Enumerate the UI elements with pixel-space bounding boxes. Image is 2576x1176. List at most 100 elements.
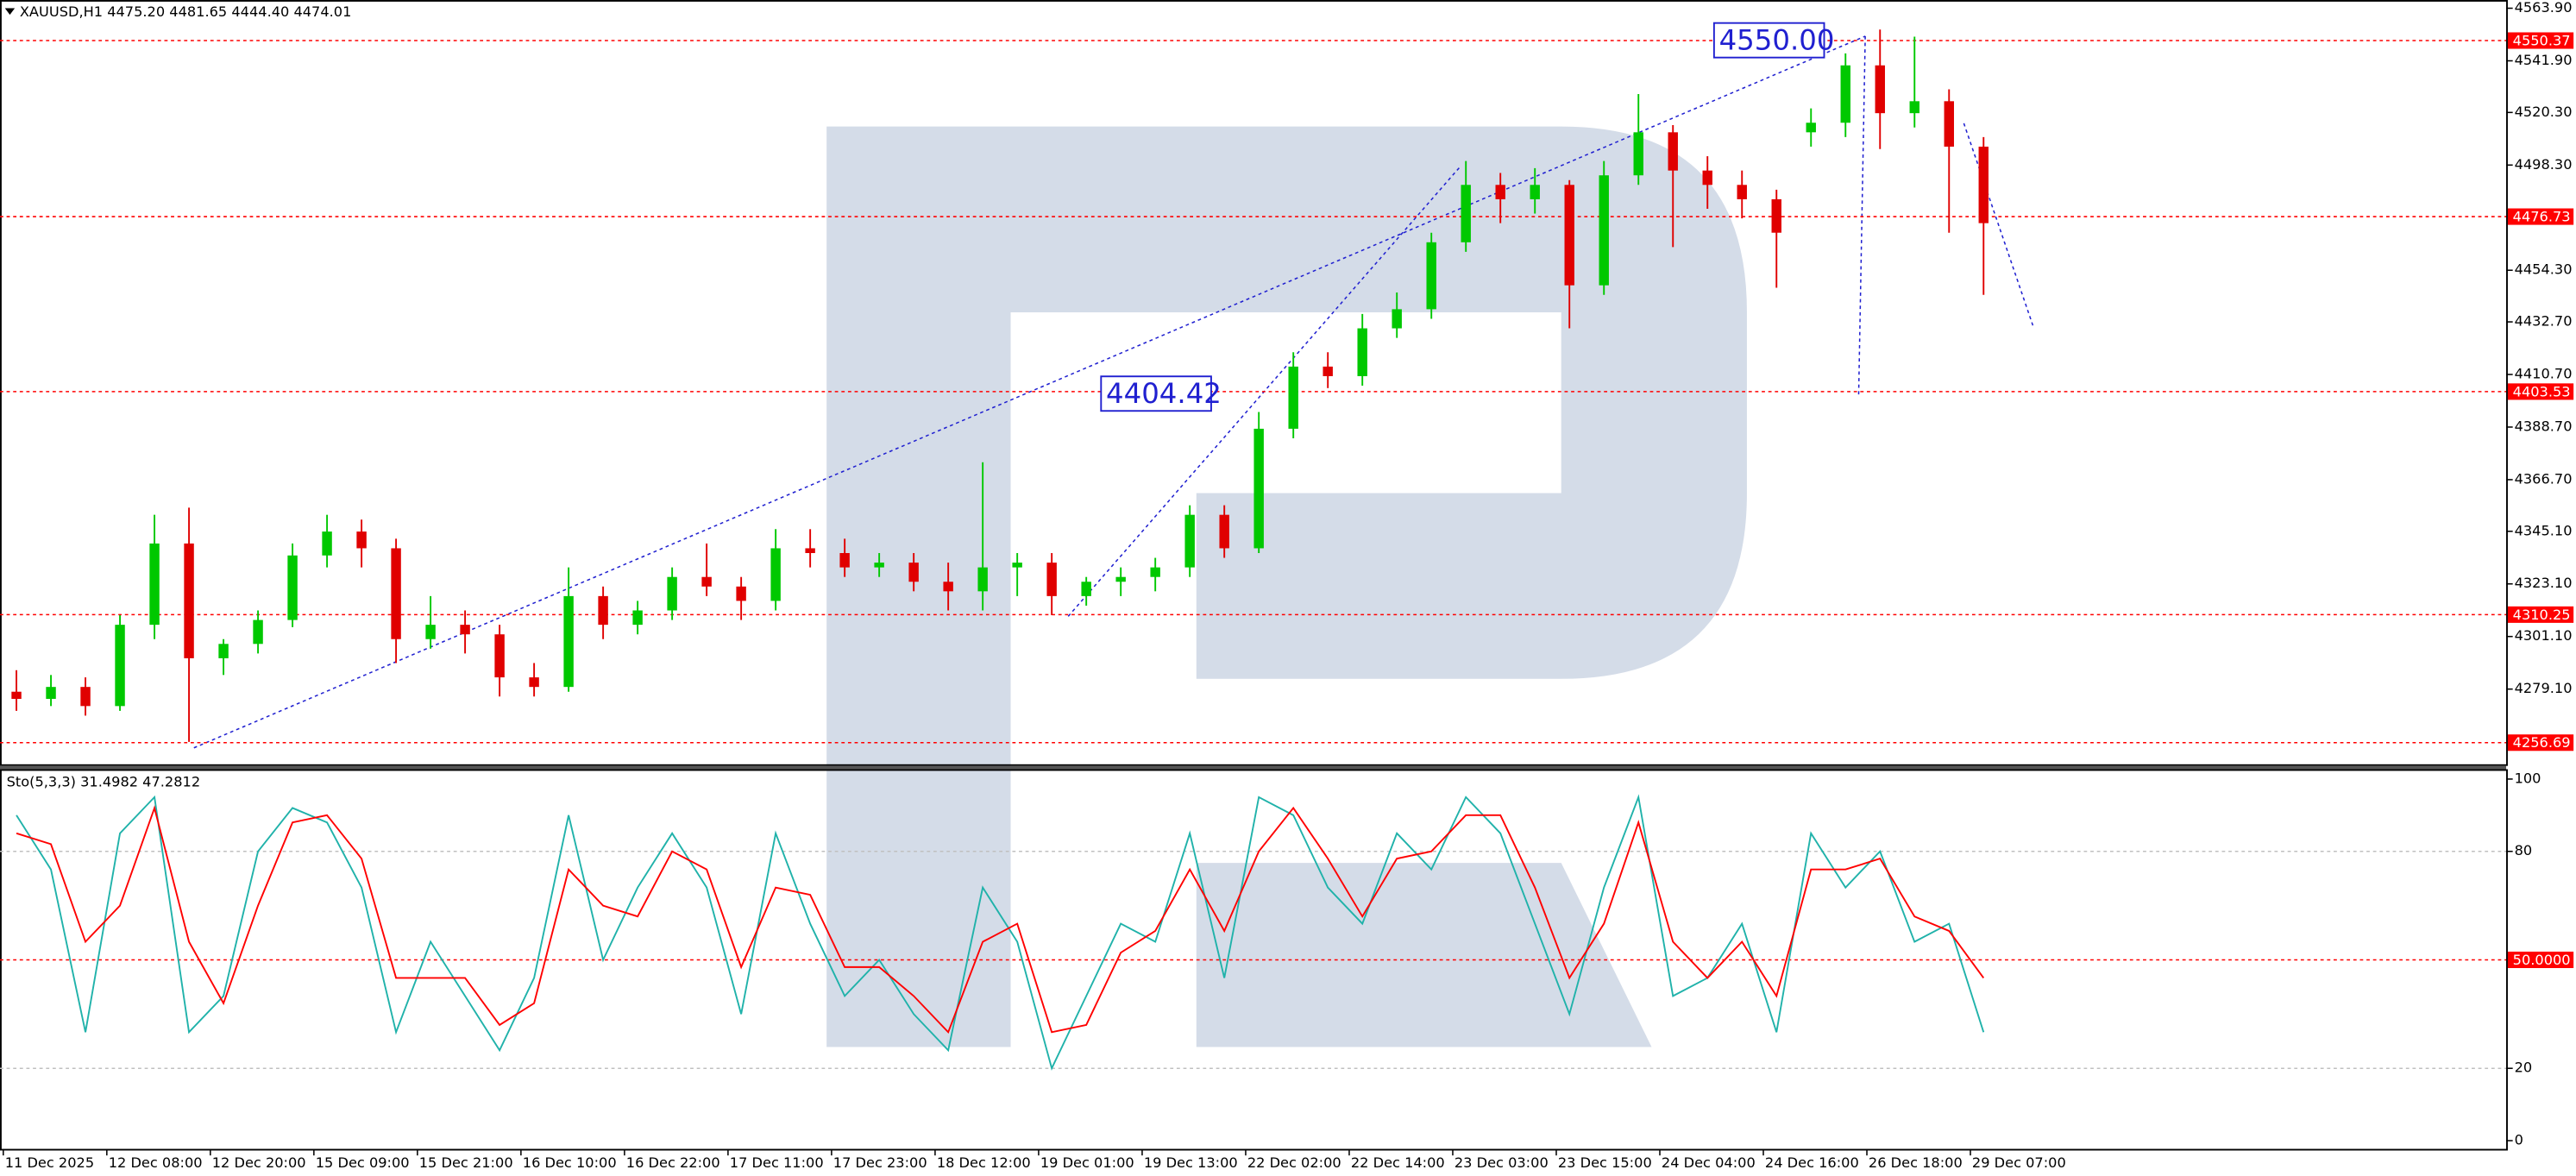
x-tick-label: 17 Dec 11:00 [730,1154,824,1171]
candle-body [1702,170,1712,186]
y-tick-label: 4498.30 [2515,156,2573,173]
candle-body [1184,514,1195,568]
y-tick-label: 4301.10 [2515,627,2573,644]
candle-body [1323,366,1333,376]
x-tick-label: 12 Dec 20:00 [212,1154,306,1171]
candle-body [46,687,56,700]
x-tick-label: 17 Dec 23:00 [833,1154,927,1171]
candle-body [460,625,470,635]
candle-body [1806,123,1816,133]
candle-body [1840,65,1850,123]
level-label-bg [2507,32,2574,49]
candle-body [1564,185,1574,286]
x-tick-label: 26 Dec 18:00 [1869,1154,1963,1171]
level-label: 4256.69 [2513,734,2571,751]
candle-body [1530,185,1540,199]
candle-body [529,677,539,688]
level-label: 4403.53 [2513,383,2571,399]
candle-body [356,531,367,549]
indicator-header: Sto(5,3,3) 31.4982 47.2812 [7,773,201,789]
candle-body [1253,428,1264,549]
level-label: 4476.73 [2513,209,2571,225]
y-tick-label: 20 [2515,1060,2533,1076]
candle-body [1633,132,1643,176]
y-tick-label: 4388.70 [2515,418,2573,434]
x-tick-label: 16 Dec 22:00 [626,1154,720,1171]
candle-body [1357,328,1367,376]
symbol-menu[interactable] [4,8,16,16]
candle-body [149,543,160,626]
trend-line [1857,35,1866,395]
candle-body [218,644,229,658]
candle-body [805,548,815,554]
candle-body [1909,101,1919,114]
y-tick-label: 4563.90 [2515,0,2573,16]
level-label: 4550.37 [2513,32,2571,48]
x-tick-label: 24 Dec 04:00 [1662,1154,1756,1171]
candle-body [943,582,953,592]
annotation-box [1712,22,1825,59]
y-tick-label: 4410.70 [2515,366,2573,382]
candle-body [1012,563,1022,568]
candle-body [1599,175,1609,286]
candle-body [1219,514,1229,549]
x-tick-label: 18 Dec 12:00 [937,1154,1031,1171]
level-label: 4310.25 [2513,607,2571,623]
candle-body [977,567,988,592]
level-label-bg [2507,734,2574,752]
candle-body [11,691,22,700]
candle-body [80,687,91,707]
candle-body [1046,563,1057,596]
trend-line [1963,123,2034,326]
y-tick-label: 4520.30 [2515,104,2573,120]
annotation: 4404.42 [1106,377,1222,410]
level-label-bg [2507,606,2574,623]
y-tick-label: 4454.30 [2515,261,2573,278]
candle-body [1150,567,1160,577]
x-tick-label: 19 Dec 13:00 [1144,1154,1238,1171]
x-tick-label: 15 Dec 09:00 [316,1154,410,1171]
level-label-bg [2507,383,2574,400]
level-label: 50.0000 [2513,952,2571,968]
candle-body [391,548,401,639]
candle-body [736,586,746,601]
candle-body [115,625,125,707]
candle-body [1392,309,1402,329]
y-tick-label: 100 [2515,770,2541,786]
candle-body [1771,198,1781,233]
x-tick-label: 15 Dec 21:00 [419,1154,513,1171]
candle-body [184,543,194,658]
annotation-box [1100,375,1212,412]
candle-body [632,610,643,626]
level-label-bg [2507,951,2574,969]
trend-line [193,35,1866,749]
candle-body [322,531,332,556]
candle-body [1495,185,1505,199]
y-tick-label: 4279.10 [2515,680,2573,696]
candle-body [494,634,505,678]
y-tick-label: 4345.10 [2515,522,2573,538]
x-tick-label: 23 Dec 15:00 [1558,1154,1652,1171]
y-tick-label: 4323.10 [2515,575,2573,591]
main-panel-border [0,0,2508,766]
candle-body [1737,185,1747,199]
candle-body [701,576,712,587]
annotation: 4550.00 [1719,24,1835,57]
candle-body [598,595,608,626]
candle-body [1426,242,1436,310]
candle-body [908,563,919,582]
candle-body [563,595,574,688]
candle-body [1944,101,1954,147]
y-tick-label: 4366.70 [2515,470,2573,487]
candle-body [874,563,884,568]
x-tick-label: 12 Dec 08:00 [109,1154,203,1171]
candle-body [1461,185,1471,242]
x-tick-label: 23 Dec 03:00 [1454,1154,1549,1171]
chart-header: XAUUSD,H1 4475.20 4481.65 4444.40 4474.0… [20,3,352,20]
y-tick-label: 4541.90 [2515,52,2573,68]
level-label-bg [2507,208,2574,225]
candle-body [425,625,436,639]
watermark [826,126,1747,1047]
